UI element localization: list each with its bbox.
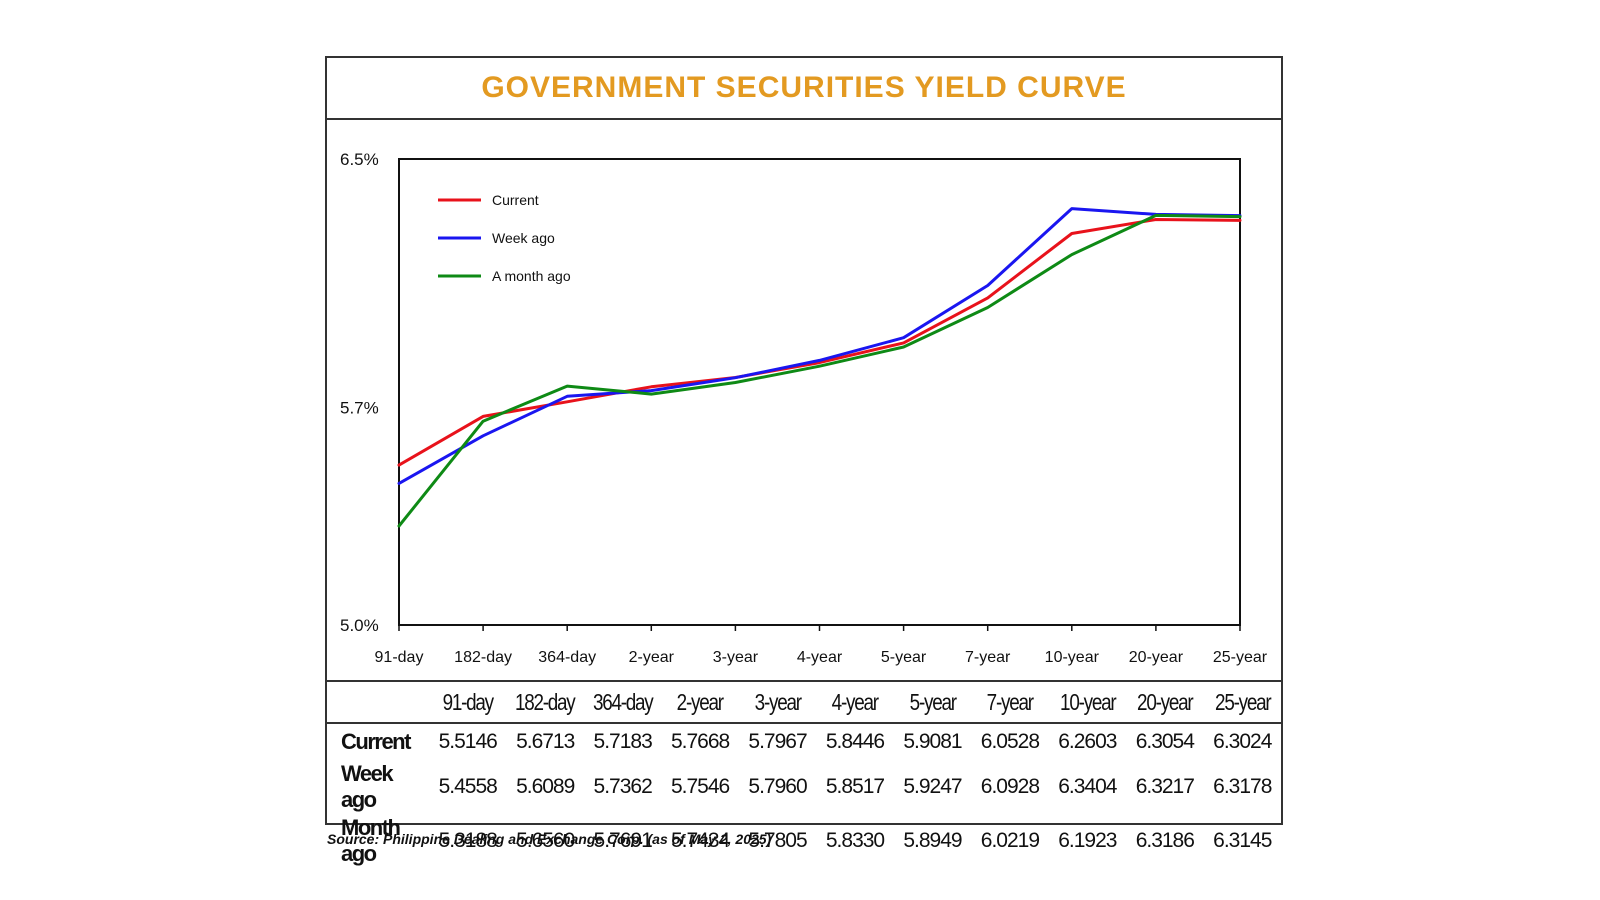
legend-label: A month ago bbox=[492, 268, 571, 284]
table-row: Current 5.5146 5.6713 5.7183 5.7668 5.79… bbox=[327, 723, 1281, 760]
column-header: 364-day bbox=[590, 680, 655, 724]
source-note: Source: Philippine Dealing and Exchange … bbox=[327, 831, 772, 847]
column-header: 10-year bbox=[1055, 680, 1120, 724]
x-tick-label: 2-year bbox=[629, 649, 675, 666]
y-tick-label: 6.5% bbox=[340, 150, 379, 169]
table-row: Week ago 5.4558 5.6089 5.7362 5.7546 5.7… bbox=[327, 760, 1281, 814]
x-tick-label: 364-day bbox=[538, 649, 596, 666]
plot-area bbox=[398, 158, 1241, 626]
table-cell: 6.0928 bbox=[980, 775, 1040, 798]
chart-panel: GOVERNMENT SECURITIES YIELD CURVE 91-day… bbox=[325, 56, 1283, 866]
table-cell: 6.0219 bbox=[980, 829, 1040, 852]
column-header: 25-year bbox=[1210, 680, 1275, 724]
column-header: 4-year bbox=[823, 680, 887, 724]
series-line bbox=[397, 207, 1242, 485]
table-cell: 6.3178 bbox=[1213, 775, 1272, 798]
table-cell: 5.9247 bbox=[903, 775, 962, 798]
x-tick-label: 5-year bbox=[881, 649, 927, 666]
table-cell: 6.3186 bbox=[1135, 829, 1195, 852]
column-header: 7-year bbox=[978, 680, 1042, 724]
series-line bbox=[397, 213, 1242, 528]
row-label: Month ago bbox=[341, 815, 401, 866]
table-cell: 5.3188 bbox=[438, 829, 498, 852]
y-tick-label: 5.0% bbox=[340, 616, 379, 635]
column-header: 182-day bbox=[513, 680, 577, 724]
table-cell: 5.7183 bbox=[593, 730, 653, 753]
row-label: Week ago bbox=[341, 761, 394, 812]
table-cell: 5.6089 bbox=[516, 775, 575, 798]
table-row: Month ago 5.3188 5.6560 5.7691 5.7434 5.… bbox=[327, 814, 1281, 868]
column-header: 2-year bbox=[668, 680, 732, 724]
table-cell: 5.9081 bbox=[903, 730, 962, 753]
x-tick-label: 4-year bbox=[797, 649, 843, 666]
table-cell: 6.3145 bbox=[1213, 829, 1272, 852]
table-cell: 5.6713 bbox=[516, 730, 575, 753]
table-cell: 6.3024 bbox=[1213, 730, 1272, 753]
row-label: Current bbox=[341, 729, 411, 754]
x-tick-label: 91-day bbox=[375, 649, 424, 666]
legend-label: Week ago bbox=[492, 230, 555, 246]
title-bar: GOVERNMENT SECURITIES YIELD CURVE bbox=[327, 58, 1281, 120]
table-cell: 6.3404 bbox=[1058, 775, 1117, 798]
table-header-row: 91-day 182-day 364-day 2-year 3-year 4-y… bbox=[327, 680, 1281, 724]
yield-table-wrap: 91-day 182-day 364-day 2-year 3-year 4-y… bbox=[327, 680, 1281, 868]
table-cell: 5.8949 bbox=[903, 829, 962, 852]
table-cell: 5.6560 bbox=[516, 829, 575, 852]
table-cell: 5.7362 bbox=[593, 775, 653, 798]
legend-label: Current bbox=[492, 192, 539, 208]
table-cell: 5.7805 bbox=[748, 829, 807, 852]
table-corner bbox=[336, 680, 420, 724]
y-tick-label: 5.7% bbox=[340, 399, 379, 418]
column-header: 5-year bbox=[900, 680, 965, 724]
table-cell: 5.8517 bbox=[825, 775, 885, 798]
table-cell: 5.4558 bbox=[438, 775, 498, 798]
table-cell: 5.7691 bbox=[593, 829, 653, 852]
table-cell: 6.3054 bbox=[1135, 730, 1195, 753]
table-cell: 5.7546 bbox=[670, 775, 730, 798]
yield-curve-chart: 91-day 182-day 364-day 2-year 3-year 4-year 5-… bbox=[340, 150, 1268, 666]
table-cell: 6.1923 bbox=[1058, 829, 1117, 852]
column-header: 91-day bbox=[435, 680, 500, 724]
x-tick-label: 20-year bbox=[1129, 649, 1184, 666]
table-cell: 5.7960 bbox=[748, 775, 807, 798]
series-line bbox=[397, 218, 1242, 467]
x-tick-label: 10-year bbox=[1045, 649, 1100, 666]
x-tick-label: 182-day bbox=[454, 649, 512, 666]
table-cell: 5.8330 bbox=[825, 829, 885, 852]
table-cell: 5.8446 bbox=[825, 730, 885, 753]
column-header: 20-year bbox=[1133, 680, 1197, 724]
yield-table: 91-day 182-day 364-day 2-year 3-year 4-y… bbox=[327, 680, 1281, 868]
table-cell: 5.5146 bbox=[438, 730, 498, 753]
table-cell: 6.2603 bbox=[1058, 730, 1117, 753]
column-header: 3-year bbox=[745, 680, 810, 724]
x-tick-label: 7-year bbox=[965, 649, 1011, 666]
page-title: GOVERNMENT SECURITIES YIELD CURVE bbox=[481, 71, 1127, 104]
table-cell: 5.7967 bbox=[748, 730, 807, 753]
table-cell: 6.0528 bbox=[980, 730, 1040, 753]
table-cell: 6.3217 bbox=[1135, 775, 1195, 798]
table-cell: 5.7668 bbox=[670, 730, 730, 753]
x-tick-label: 3-year bbox=[713, 649, 759, 666]
table-cell: 5.7434 bbox=[670, 829, 730, 852]
x-tick-label: 25-year bbox=[1213, 649, 1268, 666]
